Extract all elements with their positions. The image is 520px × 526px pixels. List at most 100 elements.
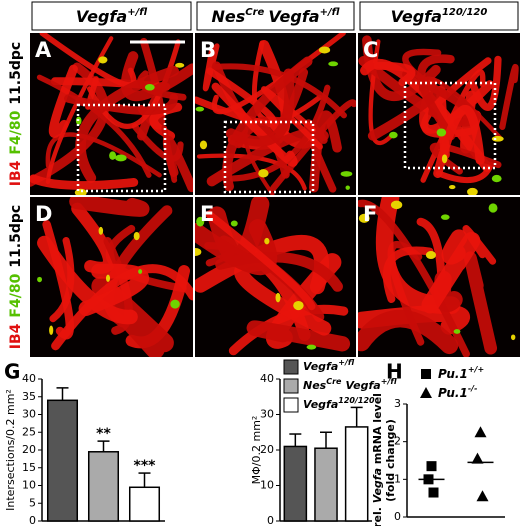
panel-letter: C <box>363 38 378 62</box>
text-part: Vegfa <box>303 360 338 373</box>
row-label-part: IB4 <box>8 323 24 349</box>
y-tick-label: 35 <box>22 390 36 403</box>
panel-letter: D <box>35 202 52 226</box>
macrophage <box>230 220 238 227</box>
row-label-part: 11.5dpc <box>8 205 24 268</box>
vessel <box>211 82 298 167</box>
zoom-box <box>223 120 315 194</box>
significance: ** <box>96 426 111 442</box>
macrophage <box>144 84 155 91</box>
panel-letter: B <box>200 38 216 62</box>
vessel <box>382 246 434 304</box>
vessel <box>367 88 441 141</box>
point <box>476 490 489 502</box>
macrophage <box>175 62 185 68</box>
superscript: +/fl <box>320 7 340 18</box>
macrophage <box>467 187 478 195</box>
macrophage <box>74 188 87 195</box>
vessel <box>358 199 470 357</box>
header-box <box>359 1 519 31</box>
bar <box>46 399 79 522</box>
y-tick-label: 1 <box>394 472 401 485</box>
y-axis-label: rel. Vegfa mRNA level(fold change) <box>371 393 397 526</box>
bar <box>283 445 308 522</box>
y-tick-label: 10 <box>260 479 274 492</box>
macrophage <box>328 61 339 67</box>
vessel <box>48 64 78 138</box>
y-tick-label: 40 <box>22 372 36 385</box>
vessel <box>464 251 498 355</box>
macrophage <box>293 300 304 311</box>
vessel <box>69 197 150 217</box>
legend-swatch <box>283 397 299 413</box>
macrophage <box>306 344 317 350</box>
y-tick-label: 30 <box>260 408 274 421</box>
y-axis-label: MΦ/0.2 mm² <box>250 416 263 485</box>
column-header: NesCre Vegfa+/fl <box>211 7 339 26</box>
panel-letter: G <box>4 360 20 384</box>
vessel <box>64 93 178 115</box>
row-label-part: IB4 <box>8 160 24 186</box>
macrophage <box>199 140 208 150</box>
macrophage <box>195 106 205 112</box>
macrophage <box>441 154 448 164</box>
text-part: Nes <box>211 7 245 26</box>
y-axis-label: Intersections/0.2 mm² <box>4 389 17 511</box>
macrophage <box>453 329 461 334</box>
vessels <box>358 35 519 195</box>
macrophage <box>340 171 353 177</box>
vessel <box>39 33 137 88</box>
macrophage <box>133 231 140 241</box>
column-header: Vegfa120/120 <box>391 7 488 26</box>
y-tick-label: 25 <box>22 425 36 438</box>
macrophage <box>275 292 281 303</box>
label-part: mRNA level <box>371 393 384 468</box>
vessels <box>37 197 193 357</box>
superscript: 120/120 <box>442 7 487 18</box>
label-part: rel. <box>371 503 384 526</box>
bar <box>128 486 161 522</box>
header-box <box>196 1 355 31</box>
macrophage <box>98 56 108 64</box>
label-part: (fold change) <box>384 419 397 502</box>
vessel <box>433 105 485 179</box>
column-header: Vegfa+/fl <box>76 7 147 26</box>
macrophage <box>345 185 350 190</box>
legend-swatch <box>283 378 299 394</box>
macrophage <box>390 200 403 210</box>
y-tick-label: 20 <box>260 443 274 456</box>
header-box <box>31 1 192 31</box>
vessel <box>45 132 162 178</box>
superscript: +/fl <box>127 7 147 18</box>
vessel <box>225 68 295 147</box>
macrophage <box>196 216 205 227</box>
vessel <box>45 36 114 185</box>
panel-letter: E <box>200 202 214 226</box>
vessel <box>417 54 456 141</box>
macrophage <box>436 128 447 137</box>
macrophage <box>109 151 117 160</box>
macrophage <box>389 131 398 139</box>
superscript: Cre <box>245 7 264 18</box>
text-part: Vegfa <box>303 398 338 411</box>
superscript: 120/120 <box>338 396 375 405</box>
row-label: IB4 F4/80 11.5dpc <box>8 42 24 186</box>
vessel <box>42 220 75 340</box>
vessels <box>195 197 351 356</box>
macrophage <box>264 237 270 245</box>
macrophage <box>115 154 127 162</box>
legend-swatch <box>283 359 299 375</box>
macrophage <box>138 269 143 274</box>
macrophage <box>98 226 104 235</box>
macrophage <box>170 299 180 309</box>
legend-label: Vegfa+/fl <box>303 358 355 373</box>
bar <box>314 447 338 522</box>
row-label: IB4 F4/80 11.5dpc <box>8 205 24 349</box>
row-label-part: F4/80 <box>8 273 24 317</box>
y-tick-label: 0 <box>267 514 274 526</box>
bar <box>87 451 120 522</box>
superscript: Cre <box>326 377 342 386</box>
macrophage <box>488 203 498 213</box>
macrophage <box>425 251 437 260</box>
y-tick-label: 5 <box>29 496 36 509</box>
